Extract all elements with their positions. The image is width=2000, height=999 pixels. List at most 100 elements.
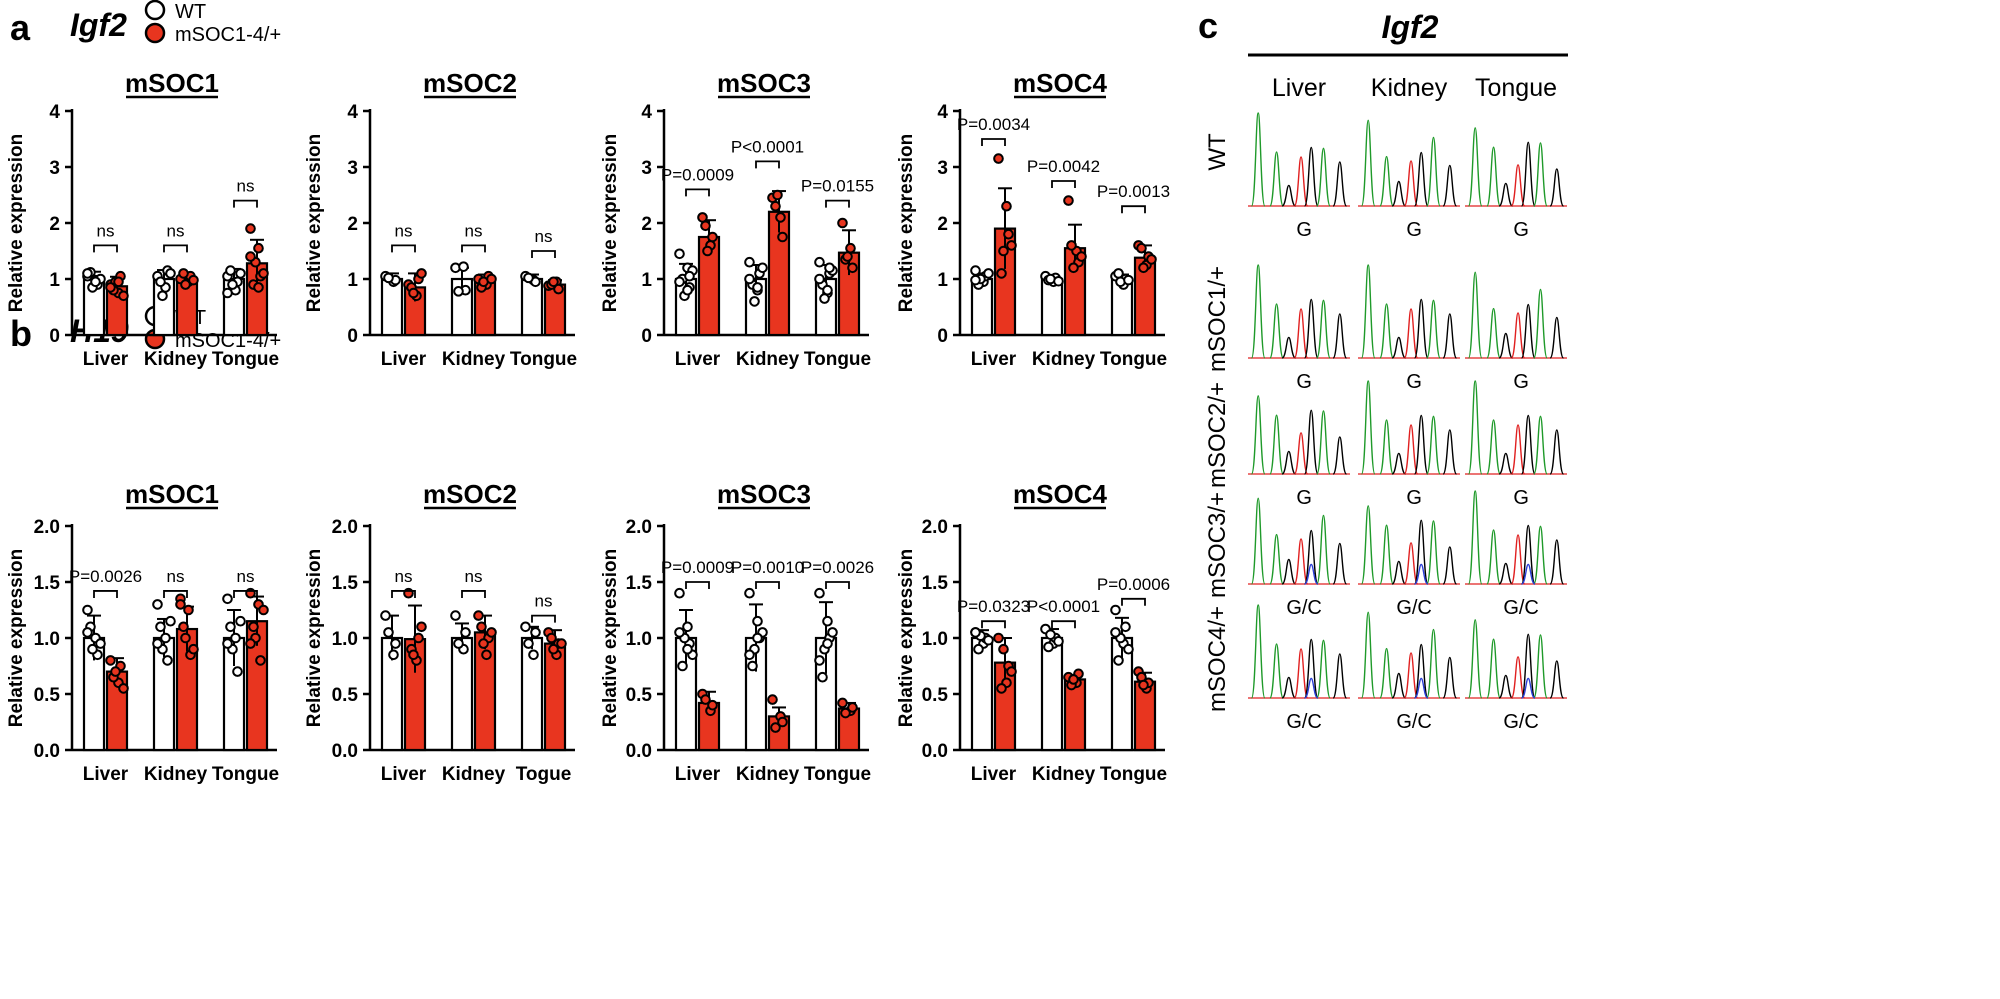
chart-b1-point-0-2-5 — [235, 615, 246, 627]
chromatogram-peak-3-1-4 — [1413, 519, 1429, 585]
chart-a2-bracket-1 — [461, 244, 486, 253]
chart-b1-point-0-1-0 — [152, 599, 163, 610]
chart-a2-ytick-label-1: 1 — [347, 270, 358, 291]
chart-b3-point-0-2-6 — [814, 655, 825, 666]
chart-b1-point-0-0-0 — [82, 604, 93, 616]
chart-a3-point-1-2-1 — [845, 242, 856, 254]
chart-b2-point-1-0-4 — [408, 649, 419, 661]
chart-a3-bracket-1 — [755, 160, 780, 169]
chart-a2-ytick-label-4: 4 — [347, 102, 358, 123]
legend-a-mut-label: mSOC1-4/+ — [175, 24, 281, 46]
chromatogram-3-2 — [1465, 490, 1567, 585]
chart-b2-ytick-label-0: 0.0 — [332, 741, 358, 762]
chart-b4-point-0-1-5 — [1053, 636, 1064, 647]
chart-b3-point-0-2-1 — [822, 615, 833, 627]
chromatogram-call-1-0: G — [1296, 371, 1312, 393]
chart-a3-point-1-0-3 — [700, 220, 711, 232]
chart-b2-point-1-0-5 — [416, 621, 427, 633]
chromatogram-peak-1-0-4 — [1303, 298, 1319, 359]
chart-a4-bracket-2 — [1121, 205, 1146, 214]
chromatogram-peak-3-2-6 — [1549, 539, 1565, 585]
chart-a1-point-0-2-4 — [227, 279, 238, 290]
chromatogram-peak-4-2-2 — [1498, 674, 1513, 699]
chart-a4-point-1-2-3 — [1136, 242, 1147, 254]
chart-b1-point-0-0-6 — [82, 627, 93, 638]
chart-a4-point-1-0-2 — [1003, 228, 1014, 240]
chromatogram-peak-1-1-3 — [1403, 308, 1419, 359]
chart-a2-point-1-0-4 — [408, 287, 419, 299]
chart-b3-ytick-label-3: 1.5 — [626, 573, 653, 594]
chart-b3-point-1-2-0 — [837, 697, 848, 709]
chart-b4-ytick-label-4: 2.0 — [922, 517, 948, 538]
chart-b4-point-1-0-3 — [996, 683, 1007, 694]
chromatogram-peak-blue-3-0 — [1304, 563, 1319, 585]
chart-a-3: mSOC3 Relative expression 0 1 2 3 4 Liver P=0.00… — [600, 68, 874, 370]
chromatogram-peak-2-2-1 — [1486, 419, 1501, 475]
chromatogram-peak-3-2-5 — [1533, 525, 1548, 585]
chart-b1-point-1-0-0 — [105, 655, 116, 666]
chromatogram-call-3-0: G/C — [1286, 597, 1322, 619]
chromatogram-peak-3-1-3 — [1403, 542, 1419, 585]
chart-b1-point-0-1-6 — [152, 638, 163, 649]
chart-b1-point-1-1-6 — [175, 599, 186, 610]
chart-b1-point-1-2-2 — [255, 655, 266, 666]
chromatogram-1-0 — [1248, 264, 1350, 359]
chart-a1-title: mSOC1 — [125, 68, 219, 98]
chart-b1-title: mSOC1 — [125, 479, 219, 509]
chart-a4-ylabel: Relative expression — [896, 134, 917, 312]
panel-c-letter: c — [1198, 5, 1218, 46]
chart-a1-xtick-label-0: Liver — [83, 349, 129, 370]
chart-a3-point-0-0-8 — [684, 270, 695, 282]
chart-a2-xtick-label-1: Kidney — [442, 349, 506, 370]
chromatogram-call-2-1: G — [1406, 487, 1422, 509]
chart-b1-point-1-1-1 — [183, 604, 194, 616]
chromatogram-peak-0-2-5 — [1533, 142, 1548, 207]
chart-b3-point-1-1-2 — [777, 716, 788, 728]
chart-b1-point-1-0-5 — [118, 683, 129, 694]
chart-a3-point-1-1-1 — [775, 212, 786, 223]
chart-a4-point-0-1-5 — [1053, 275, 1064, 287]
chromatogram-peak-0-1-2 — [1391, 180, 1407, 207]
panel-a-gene: Igf2 — [70, 7, 127, 43]
chart-b2-point-0-2-2 — [530, 627, 541, 638]
chart-b3-xtick-label-1: Kidney — [736, 764, 800, 785]
chart-a1-bracket-2 — [233, 199, 258, 208]
chart-a4-annotation-1: P=0.0042 — [1027, 157, 1100, 176]
chart-b3-xtick-label-0: Liver — [675, 764, 721, 785]
chart-b3-ytick-label-4: 2.0 — [626, 517, 652, 538]
chromatogram-peak-3-0-4 — [1303, 529, 1319, 585]
chromatogram-peak-blue-3-1 — [1414, 563, 1429, 585]
chart-a1-point-1-0-5 — [118, 290, 129, 302]
chromatogram-peak-3-1-6 — [1442, 546, 1458, 585]
chromatogram-peak-1-0-6 — [1332, 313, 1348, 359]
chromatogram-peak-3-2-0 — [1467, 490, 1483, 585]
chart-a2-xtick-label-0: Liver — [381, 349, 427, 370]
chart-b4-point-0-0-3 — [973, 643, 984, 655]
chromatogram-1-2 — [1465, 271, 1567, 359]
chromatogram-peak-4-1-6 — [1442, 656, 1458, 699]
chart-b4-bracket-1 — [1051, 620, 1076, 629]
chart-b4-bar-wt-1 — [1040, 636, 1064, 752]
chart-b3-title: mSOC3 — [717, 479, 811, 509]
chart-b4-point-0-2-3 — [1113, 655, 1124, 666]
chart-a2-ytick-label-2: 2 — [347, 214, 358, 235]
chart-b1-annotation-2: ns — [237, 567, 255, 586]
chromatogram-call-2-0: G — [1296, 487, 1312, 509]
chromatogram-0-0 — [1248, 112, 1350, 207]
chromatogram-column-tongue: Tongue — [1475, 74, 1557, 102]
chart-b4-ytick-label-2: 1.0 — [922, 629, 948, 650]
chart-a3-ytick-label-3: 3 — [641, 158, 652, 179]
chart-b2-point-1-0-2 — [413, 632, 424, 644]
chromatogram-peak-0-1-4 — [1413, 151, 1429, 207]
chart-a4-bar-wt-1 — [1040, 277, 1064, 337]
chart-a3-annotation-0: P=0.0009 — [661, 165, 734, 184]
chart-b2-annotation-0: ns — [395, 567, 413, 586]
chart-b4-point-0-2-5 — [1123, 643, 1134, 655]
chromatogram-peak-1-0-3 — [1293, 308, 1309, 359]
chart-a3-xtick-label-0: Liver — [675, 349, 721, 370]
chromatogram-peak-1-2-0 — [1467, 271, 1483, 359]
chromatogram-peak-0-1-0 — [1360, 119, 1376, 207]
chart-a2-annotation-0: ns — [395, 221, 413, 240]
chart-b1-point-0-2-3 — [225, 621, 236, 633]
